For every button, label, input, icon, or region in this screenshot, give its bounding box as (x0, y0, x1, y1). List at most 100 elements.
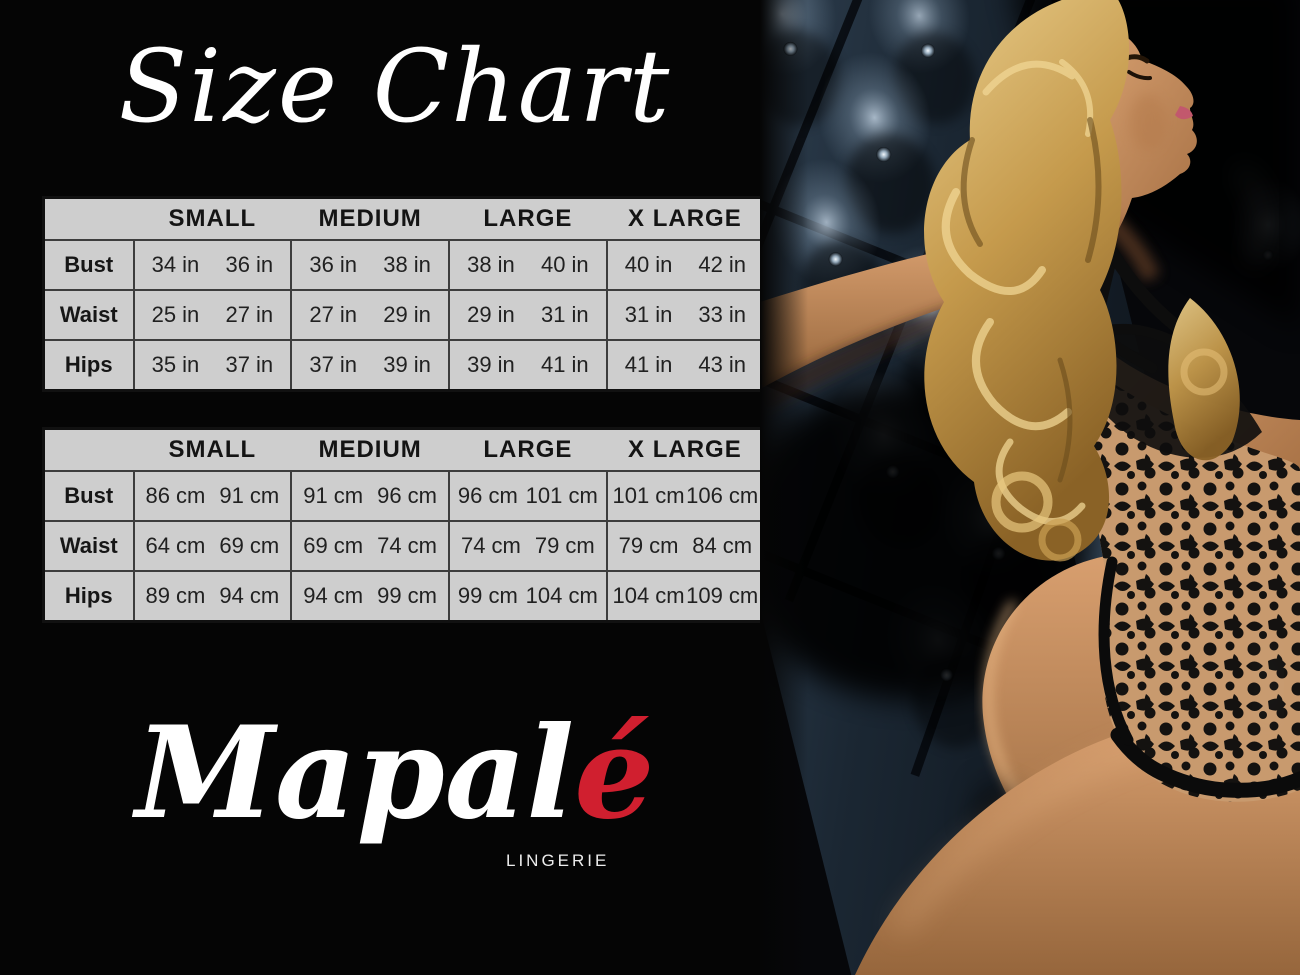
page-title: Size Chart (118, 28, 672, 145)
corner-cell (43, 197, 134, 241)
row-label: Hips (42, 339, 135, 392)
measurement-value: 99 cm (457, 583, 518, 608)
column-header-small: SMALL (133, 428, 292, 472)
size-cell: 29 in 31 in (448, 289, 608, 341)
measurement-value: 101 cm (525, 483, 598, 508)
corner-cell (43, 428, 134, 472)
size-cell: 64 cm 69 cm (132, 520, 293, 572)
measurement-value: 94 cm (303, 583, 364, 608)
row-label: Bust (42, 239, 135, 291)
model-photo-illustration (602, 0, 1300, 975)
size-cell: 35 in 37 in (132, 339, 293, 392)
measurement-value: 42 in (698, 252, 747, 277)
measurement-value: 101 cm (612, 483, 685, 508)
measurement-value: 94 cm (219, 583, 280, 608)
measurement-value: 99 cm (377, 583, 438, 608)
size-cell: 31 in 33 in (605, 289, 766, 341)
closed-eye (1127, 70, 1152, 81)
column-header-small: SMALL (133, 197, 292, 241)
size-cell: 104 cm 109 cm (605, 570, 766, 623)
measurement-value: 41 in (540, 352, 589, 377)
brand-logo-accent: é (574, 699, 655, 847)
measurement-value: 109 cm (686, 583, 759, 608)
size-cell: 25 in 27 in (132, 289, 293, 341)
size-table-centimeters: SMALL MEDIUM LARGE X LARGE Bust 86 cm 91 … (42, 427, 766, 623)
table-row-bust: Bust 34 in 36 in 36 in 38 in 38 in 40 in 40… (42, 239, 766, 291)
table-row-waist: Waist 25 in 27 in 27 in 29 in 29 in 31 in 3… (42, 289, 766, 341)
table-row-waist: Waist 64 cm 69 cm 69 cm 74 cm 74 cm 79 cm 7… (42, 520, 766, 572)
measurement-value: 74 cm (377, 533, 438, 558)
measurement-value: 34 in (151, 252, 200, 277)
column-header-large: LARGE (449, 428, 607, 472)
brand-tagline: LINGERIE (506, 851, 610, 870)
measurement-value: 64 cm (145, 533, 206, 558)
lace-bodysuit (1057, 324, 1300, 802)
size-cell: 89 cm 94 cm (132, 570, 293, 623)
measurement-value: 36 in (309, 252, 358, 277)
column-header-medium: MEDIUM (291, 428, 449, 472)
photo-left-fade (760, 0, 808, 975)
header-row: SMALL MEDIUM LARGE X LARGE (43, 428, 765, 472)
measurement-value: 106 cm (686, 483, 759, 508)
size-cell: 36 in 38 in (290, 239, 450, 291)
row-label: Waist (42, 520, 135, 572)
model-hair (924, 0, 1240, 562)
size-cell: 38 in 40 in (448, 239, 608, 291)
measurement-value: 74 cm (460, 533, 521, 558)
hip-rim-light (984, 600, 1025, 805)
measurement-value: 31 in (540, 302, 589, 327)
lips (1175, 106, 1193, 120)
measurement-value: 91 cm (219, 483, 280, 508)
size-cell: 74 cm 79 cm (448, 520, 608, 572)
measurement-value: 104 cm (612, 583, 685, 608)
brand-logo-main: Mapal (135, 699, 575, 847)
measurement-value: 39 in (467, 352, 515, 377)
measurement-value: 27 in (225, 302, 274, 327)
table-row-bust: Bust 86 cm 91 cm 91 cm 96 cm 96 cm 101 cm 1… (42, 470, 766, 522)
measurement-value: 96 cm (377, 483, 438, 508)
measurement-value: 69 cm (303, 533, 364, 558)
measurement-value: 39 in (383, 352, 431, 377)
size-cell: 91 cm 96 cm (290, 470, 450, 522)
size-cell: 27 in 29 in (290, 289, 450, 341)
measurement-value: 31 in (624, 302, 673, 327)
column-header-xlarge: X LARGE (606, 428, 765, 472)
measurement-value: 69 cm (219, 533, 280, 558)
size-cell: 96 cm 101 cm (448, 470, 608, 522)
measurement-value: 36 in (225, 252, 274, 277)
measurement-value: 27 in (309, 302, 358, 327)
measurement-value: 79 cm (534, 533, 595, 558)
lace-leg-edge (1098, 556, 1134, 746)
size-cell: 101 cm 106 cm (605, 470, 766, 522)
size-cell: 40 in 42 in (605, 239, 766, 291)
measurement-value: 84 cm (692, 533, 753, 558)
header-row: SMALL MEDIUM LARGE X LARGE (43, 197, 765, 241)
cheek-shading (1130, 94, 1166, 150)
measurement-value: 89 cm (145, 583, 206, 608)
row-label: Waist (42, 289, 135, 341)
measurement-value: 41 in (624, 352, 673, 377)
size-cell: 99 cm 104 cm (448, 570, 608, 623)
measurement-value: 38 in (467, 252, 515, 277)
measurement-value: 79 cm (618, 533, 679, 558)
measurement-value: 40 in (540, 252, 589, 277)
size-cell: 39 in 41 in (448, 339, 608, 392)
table-row-hips: Hips 35 in 37 in 37 in 39 in 39 in 41 in 41… (42, 339, 766, 392)
table-row-hips: Hips 89 cm 94 cm 94 cm 99 cm 99 cm 104 cm 1… (42, 570, 766, 623)
measurement-value: 96 cm (457, 483, 518, 508)
size-cell: 37 in 39 in (290, 339, 450, 392)
column-header-large: LARGE (449, 197, 607, 241)
measurement-value: 40 in (624, 252, 673, 277)
column-header-xlarge: X LARGE (606, 197, 765, 241)
size-table-inches: SMALL MEDIUM LARGE X LARGE Bust 34 in 36 … (42, 196, 766, 392)
measurement-value: 37 in (225, 352, 274, 377)
size-cell: 86 cm 91 cm (132, 470, 293, 522)
row-label: Bust (42, 470, 135, 522)
size-cell: 94 cm 99 cm (290, 570, 450, 623)
measurement-value: 29 in (467, 302, 515, 327)
lace-bottom-edge (1110, 727, 1300, 798)
measurement-value: 37 in (309, 352, 358, 377)
measurement-value: 91 cm (303, 483, 364, 508)
size-cell: 79 cm 84 cm (605, 520, 766, 572)
size-cell: 41 in 43 in (605, 339, 766, 392)
